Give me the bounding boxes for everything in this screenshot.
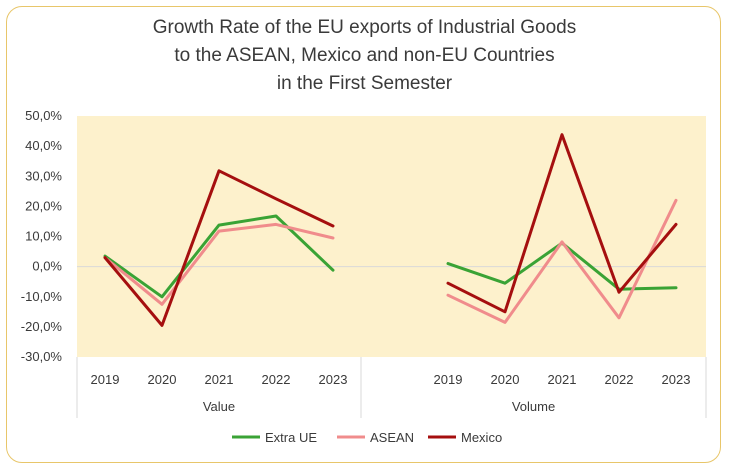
series-line-asean-volume [446,198,678,324]
chart-title: Growth Rate of the EU exports of Industr… [0,14,729,98]
y-tick-label: -30,0% [21,349,63,364]
legend-label: Extra UE [265,430,317,445]
x-tick-label: 2022 [262,372,291,387]
y-tick-label: 40,0% [25,138,62,153]
legend-label: ASEAN [370,430,414,445]
chart-title-line-1: Growth Rate of the EU exports of Industr… [152,17,577,38]
x-tick-label: 2021 [205,372,234,387]
y-tick-label: 20,0% [25,198,62,213]
series-lines [103,133,678,327]
x-tick-label: 2021 [548,372,577,387]
plot-area [77,116,706,357]
y-tick-label: -20,0% [21,319,63,334]
series-line-mexico-volume [446,133,678,314]
x-tick-label: 2020 [491,372,520,387]
chart-title-line-2: to the ASEAN, Mexico and non-EU Countrie… [174,45,555,66]
y-tick-label: 0,0% [32,259,62,274]
chart-title-line-3: in the First Semester [276,73,453,94]
series-line-mexico-value [103,169,335,327]
axes: 50,0% 40,0% 30,0% 20,0% 10,0% 0,0% -10,0% -20,0… [21,108,707,418]
group-label: Value [203,399,235,414]
legend-label: Mexico [461,430,502,445]
y-tick-label: 10,0% [25,229,62,244]
x-tick-label: 2022 [605,372,634,387]
legend: Extra UE ASEAN Mexico [232,430,502,445]
series-line-extra-ue-value [103,214,335,299]
y-tick-label: 50,0% [25,108,62,123]
x-tick-label: 2023 [319,372,348,387]
x-tick-label: 2019 [91,372,120,387]
group-label: Volume [512,399,555,414]
series-line-asean-value [103,222,335,306]
x-tick-label: 2020 [148,372,177,387]
y-tick-label: -10,0% [21,289,63,304]
y-tick-label: 30,0% [25,168,62,183]
x-tick-label: 2023 [662,372,691,387]
x-tick-label: 2019 [434,372,463,387]
